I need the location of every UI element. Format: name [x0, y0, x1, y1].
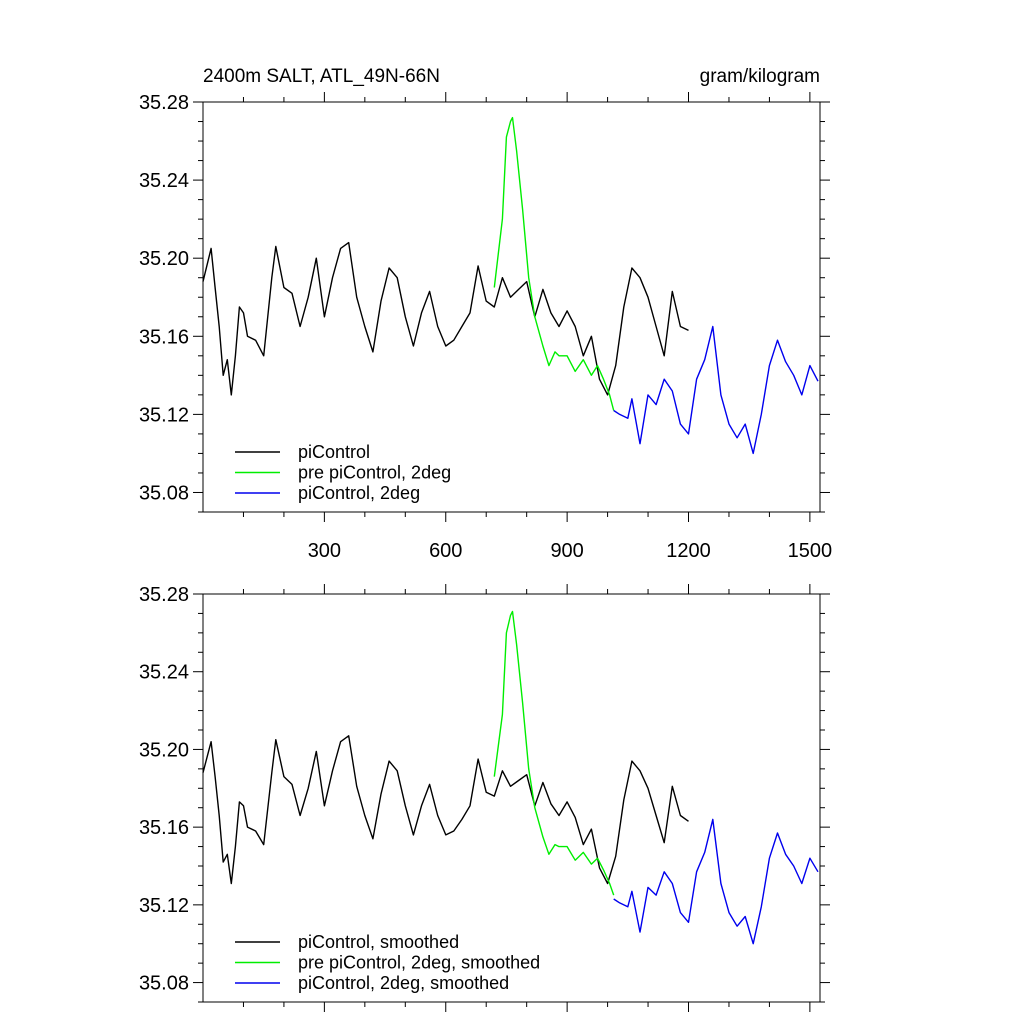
- y-tick-label: 35.08: [139, 482, 189, 504]
- y-tick-label: 35.16: [139, 326, 189, 348]
- units-label: gram/kilogram: [700, 66, 820, 87]
- legend-label: pre piControl, 2deg: [298, 463, 451, 483]
- series-line-pre-picontrol-2deg: [493, 116, 615, 411]
- y-tick-label: 35.24: [139, 170, 189, 192]
- y-tick-label: 35.12: [139, 895, 189, 917]
- series-line-picontrol-2deg-smoothed: [613, 818, 819, 945]
- y-tick-label: 35.16: [139, 817, 189, 839]
- legend-label: piControl, 2deg: [298, 483, 420, 503]
- y-tick-label: 35.08: [139, 973, 189, 995]
- y-tick-label: 35.12: [139, 404, 189, 426]
- y-tick-label: 35.28: [139, 92, 189, 114]
- legend-label: piControl: [298, 442, 370, 462]
- x-tick-label: 1500: [788, 540, 833, 562]
- series-line-picontrol-2deg: [613, 325, 819, 455]
- plot-frame: [202, 101, 821, 513]
- plot-frame: [202, 593, 821, 1003]
- legend-label: pre piControl, 2deg, smoothed: [298, 953, 540, 973]
- chart-title: 2400m SALT, ATL_49N-66N: [203, 66, 440, 87]
- x-tick-label: 300: [308, 540, 341, 562]
- legend-label: piControl, smoothed: [298, 932, 459, 952]
- y-tick-label: 35.20: [139, 248, 189, 270]
- bottom-panel: 35.08 35.12 35.16 35.20 35.24 35.28 piControl,…: [139, 584, 830, 1012]
- series-line-picontrol: [202, 241, 689, 396]
- x-tick-label: 600: [429, 540, 462, 562]
- legend-label: piControl, 2deg, smoothed: [298, 973, 509, 993]
- y-tick-label: 35.20: [139, 739, 189, 761]
- x-tick-label: 1200: [666, 540, 711, 562]
- series-line-pre-picontrol-2deg-smoothed: [493, 610, 615, 896]
- series-line-picontrol-smoothed: [202, 735, 689, 885]
- y-tick-label: 35.28: [139, 584, 189, 606]
- y-tick-label: 35.24: [139, 662, 189, 684]
- top-panel: 35.08 35.12 35.16 35.20 35.24 35.28 300 600 900 1…: [139, 92, 832, 562]
- x-tick-label: 900: [550, 540, 583, 562]
